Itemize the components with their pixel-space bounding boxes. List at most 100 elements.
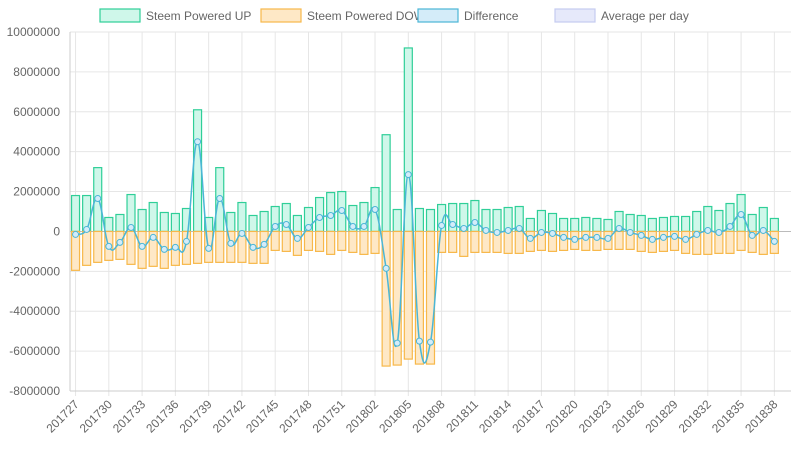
bar-down[interactable] [758, 230, 768, 255]
difference-point[interactable] [216, 195, 224, 203]
difference-point[interactable] [438, 221, 446, 229]
difference-point[interactable] [94, 195, 102, 203]
bar-down[interactable] [736, 230, 746, 251]
bar-down[interactable] [669, 230, 680, 251]
bar-up[interactable] [170, 212, 180, 233]
bar-up[interactable] [669, 215, 680, 233]
difference-point[interactable] [770, 237, 778, 245]
difference-point[interactable] [227, 239, 235, 247]
bar-down[interactable] [747, 230, 757, 253]
bar-down[interactable] [459, 230, 469, 257]
bar-up[interactable] [115, 213, 125, 233]
bar-up[interactable] [570, 217, 580, 233]
legend-item[interactable]: Steem Powered UP [99, 8, 251, 23]
bar-down[interactable] [82, 230, 92, 266]
difference-point[interactable] [471, 218, 479, 226]
bar-down[interactable] [148, 230, 158, 267]
bar-down[interactable] [93, 230, 103, 263]
difference-point[interactable] [682, 235, 690, 243]
difference-point[interactable] [427, 338, 434, 346]
bar-down[interactable] [192, 230, 203, 264]
difference-point[interactable] [726, 222, 734, 230]
bar-up[interactable] [525, 217, 535, 233]
difference-point[interactable] [460, 224, 468, 232]
bar-down[interactable] [270, 230, 280, 251]
bar-down[interactable] [448, 230, 458, 253]
difference-point[interactable] [671, 232, 679, 240]
bar-up[interactable] [137, 208, 147, 233]
bar-up[interactable] [104, 216, 114, 233]
legend-item[interactable]: Average per day [554, 8, 689, 23]
bar-up[interactable] [603, 218, 613, 233]
bar-up[interactable] [714, 209, 724, 233]
bar-down[interactable] [636, 230, 646, 252]
difference-point[interactable] [748, 231, 756, 239]
difference-point[interactable] [338, 207, 346, 215]
bar-up[interactable] [658, 216, 669, 233]
difference-point[interactable] [182, 237, 190, 245]
bar-down[interactable] [326, 230, 336, 255]
bar-up[interactable] [470, 199, 480, 233]
bar-down[interactable] [337, 230, 347, 251]
difference-point[interactable] [238, 229, 246, 237]
difference-point[interactable] [282, 220, 290, 228]
bar-up[interactable] [592, 217, 602, 233]
difference-point[interactable] [593, 233, 601, 241]
bar-down[interactable] [292, 230, 302, 256]
difference-point[interactable] [415, 337, 423, 345]
bar-down[interactable] [470, 230, 480, 253]
bar-up[interactable] [747, 213, 757, 233]
difference-point[interactable] [582, 233, 590, 241]
difference-point[interactable] [382, 264, 390, 272]
difference-point[interactable] [327, 211, 335, 219]
bar-up[interactable] [625, 213, 635, 233]
difference-point[interactable] [160, 245, 168, 253]
difference-point[interactable] [249, 243, 257, 251]
bar-down[interactable] [348, 230, 358, 253]
bar-up[interactable] [226, 211, 236, 233]
bar-down[interactable] [703, 230, 713, 255]
bar-up[interactable] [292, 214, 302, 233]
bar-down[interactable] [436, 230, 447, 253]
bar-down[interactable] [614, 230, 624, 250]
bar-up[interactable] [681, 215, 691, 233]
bar-down[interactable] [403, 230, 413, 360]
bar-down[interactable] [370, 230, 380, 254]
difference-point[interactable] [360, 222, 368, 230]
difference-point[interactable] [205, 244, 213, 252]
difference-point[interactable] [260, 240, 268, 248]
bar-up[interactable] [581, 216, 591, 233]
difference-point[interactable] [526, 234, 534, 242]
difference-point[interactable] [504, 226, 512, 234]
bar-down[interactable] [414, 230, 425, 365]
bar-up[interactable] [148, 201, 158, 233]
legend[interactable]: Steem Powered UP Steem Powered DOWN Differ… [99, 8, 689, 23]
bar-up[interactable] [70, 194, 81, 233]
bar-up[interactable] [769, 217, 779, 233]
bar-up[interactable] [692, 210, 702, 233]
difference-point[interactable] [127, 223, 135, 231]
difference-point[interactable] [304, 223, 312, 231]
difference-point[interactable] [72, 230, 80, 238]
difference-point[interactable] [404, 171, 412, 179]
bar-down[interactable] [281, 230, 291, 252]
difference-point[interactable] [449, 220, 457, 228]
difference-point[interactable] [560, 233, 568, 241]
difference-point[interactable] [105, 242, 113, 250]
bar-down[interactable] [215, 230, 225, 263]
difference-point[interactable] [393, 339, 401, 347]
difference-point[interactable] [83, 225, 91, 233]
difference-point[interactable] [626, 228, 634, 236]
difference-point[interactable] [737, 210, 745, 218]
difference-point[interactable] [704, 226, 712, 234]
bar-down[interactable] [303, 230, 314, 251]
bar-down[interactable] [314, 230, 325, 252]
difference-point[interactable] [371, 206, 379, 214]
difference-point[interactable] [493, 228, 501, 236]
bar-up[interactable] [647, 217, 657, 233]
bar-up[interactable] [248, 214, 258, 233]
difference-point[interactable] [615, 224, 623, 232]
difference-point[interactable] [293, 234, 301, 242]
difference-point[interactable] [759, 226, 767, 234]
difference-point[interactable] [537, 228, 545, 236]
